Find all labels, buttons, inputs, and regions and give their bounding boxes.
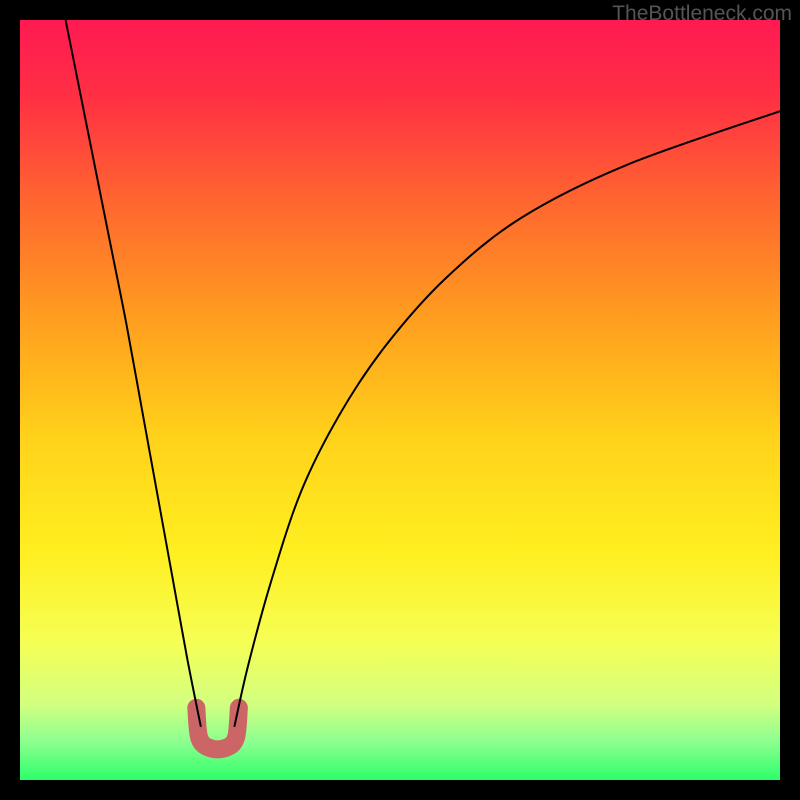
plot-background xyxy=(20,20,780,780)
bottleneck-chart xyxy=(0,0,800,800)
chart-container: TheBottleneck.com xyxy=(0,0,800,800)
